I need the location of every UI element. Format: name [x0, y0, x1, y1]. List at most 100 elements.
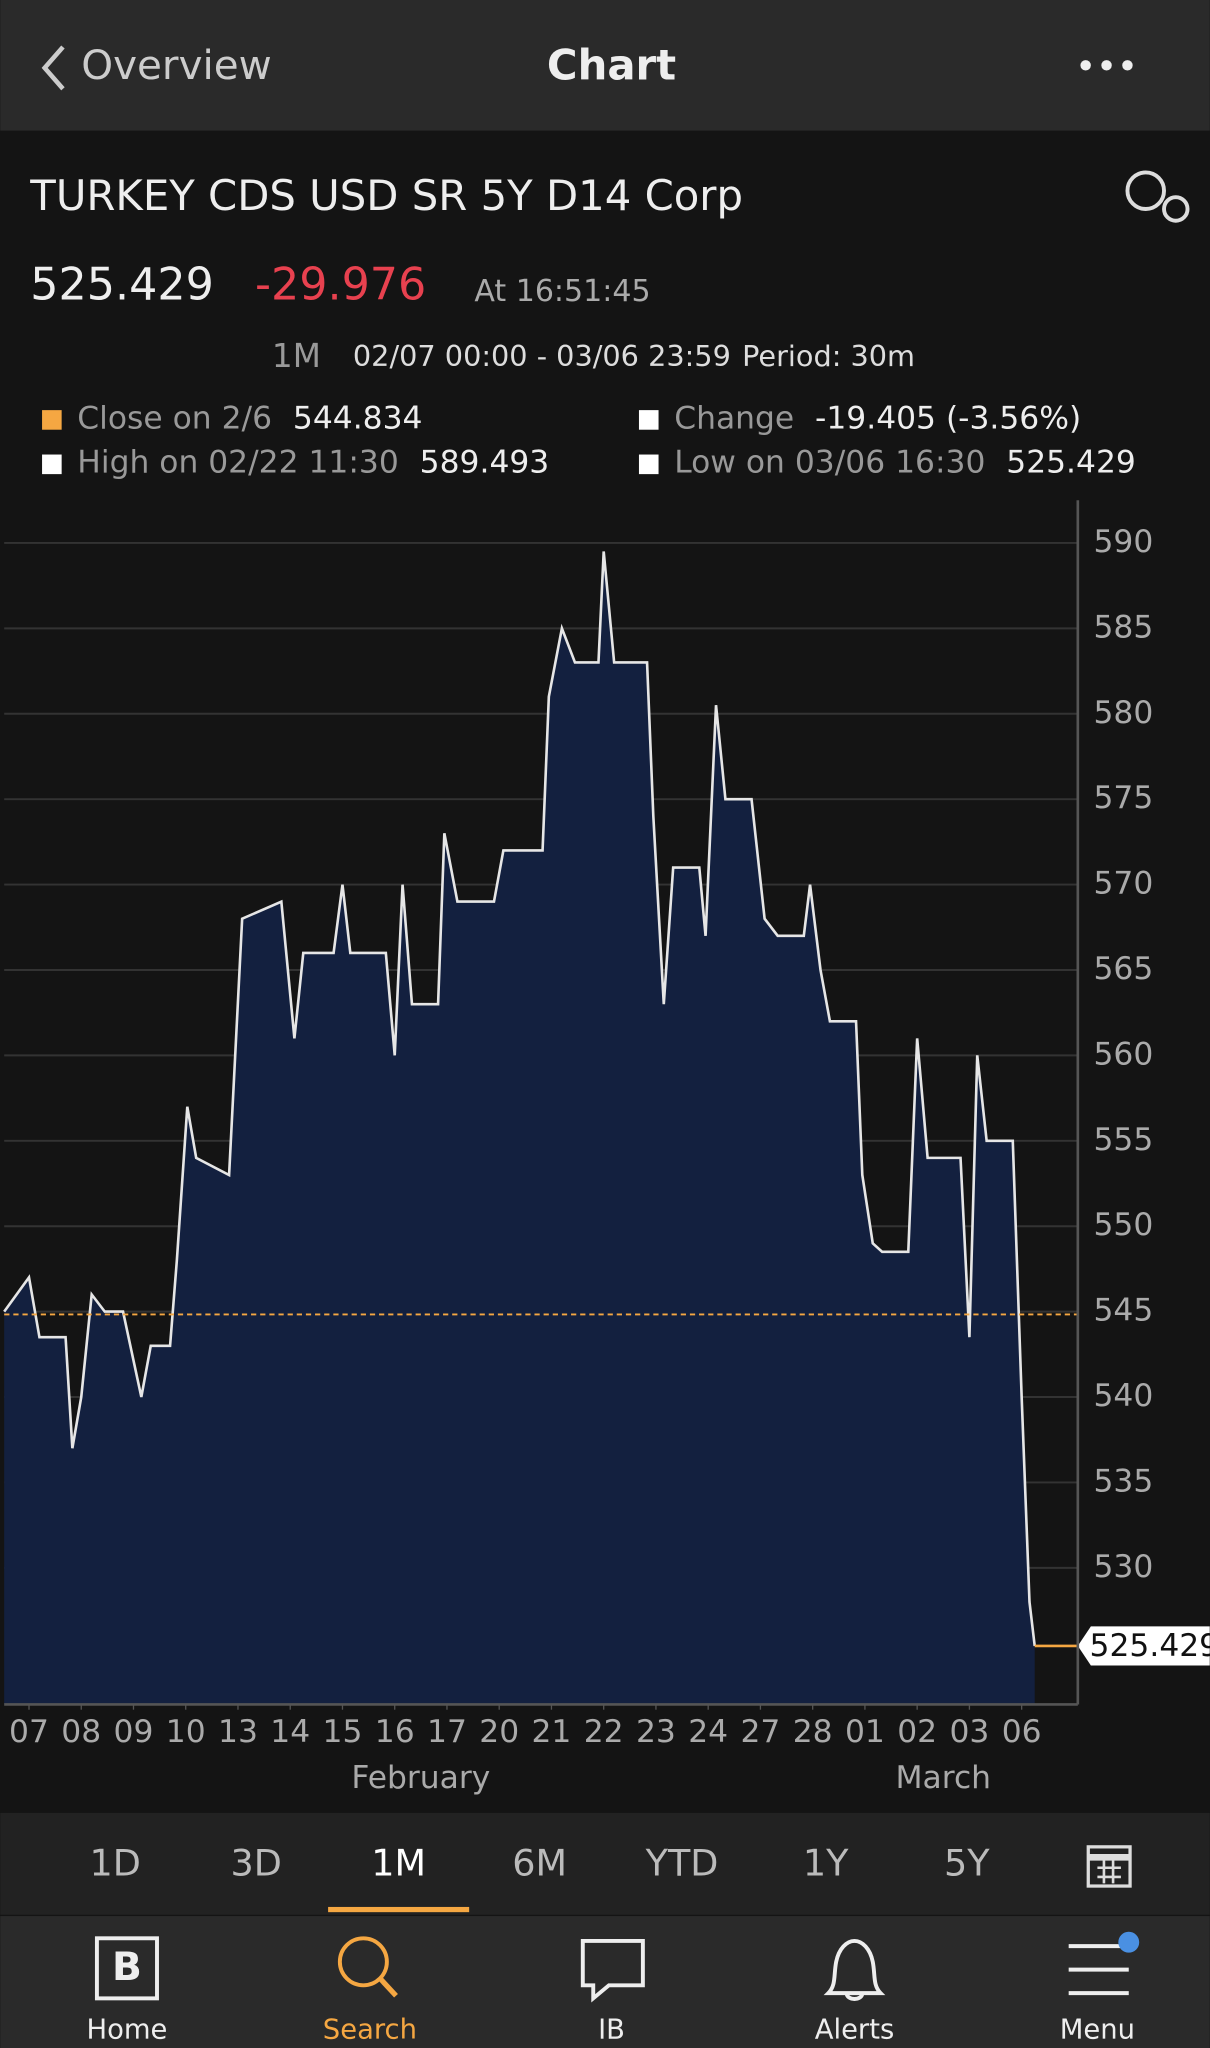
nav-label[interactable]: Alerts	[815, 2015, 895, 2046]
price-change: -29.976	[255, 259, 426, 310]
x-tick-label: 10	[166, 1714, 206, 1750]
x-tick-label: 22	[584, 1714, 624, 1750]
back-button[interactable]: Overview	[81, 41, 272, 89]
nav-icons: B	[94, 1931, 1140, 2003]
shape	[1125, 170, 1166, 211]
x-tick-label: 09	[114, 1714, 154, 1750]
active-tab-indicator	[328, 1906, 470, 1913]
shape	[1097, 1859, 1121, 1884]
y-tick-label: 570	[1093, 866, 1153, 902]
x-tick-label: 17	[427, 1714, 467, 1750]
y-tick-label: 575	[1093, 780, 1153, 816]
x-tick-label: 07	[9, 1714, 49, 1750]
y-tick-label: 560	[1093, 1036, 1153, 1072]
x-tick-label: 28	[793, 1714, 833, 1750]
range-tab[interactable]: 1M	[371, 1842, 426, 1885]
menu-icon[interactable]	[1068, 1944, 1129, 1996]
x-tick-label: 16	[375, 1714, 415, 1750]
period: Period: 30m	[742, 339, 915, 373]
shape	[1162, 195, 1190, 223]
x-tick-label: 06	[1002, 1714, 1042, 1750]
security-name: TURKEY CDS USD SR 5Y D14 Corp	[29, 171, 743, 220]
x-tick-label: 08	[61, 1714, 101, 1750]
settings-icon[interactable]	[1125, 170, 1190, 223]
x-tick-label: 03	[949, 1714, 989, 1750]
range-tab[interactable]: 6M	[512, 1842, 567, 1885]
range-tab[interactable]: 5Y	[944, 1842, 990, 1885]
chart: 525.429 530 535 540 545 550 555 560 565 570 575 580…	[3, 500, 1210, 1796]
ib-icon[interactable]	[580, 1938, 645, 2003]
more-menu[interactable]	[1080, 60, 1133, 71]
x-tick-label: 15	[323, 1714, 363, 1750]
search-icon[interactable]	[337, 1936, 389, 1988]
price-line	[3, 551, 1037, 1647]
y-tick-label: 580	[1093, 695, 1153, 731]
range-tab[interactable]: 1D	[89, 1842, 140, 1885]
x-tick-label: 24	[688, 1714, 728, 1750]
nav-label[interactable]: Menu	[1060, 2015, 1135, 2046]
price: 525.429	[30, 259, 214, 310]
last-price-tag	[1077, 1626, 1210, 1666]
alerts-icon[interactable]	[823, 1938, 886, 2001]
x-tick-label: 13	[218, 1714, 258, 1750]
search-handle	[378, 1977, 398, 1998]
shape	[1086, 1845, 1132, 1888]
legend-value: -19.405 (-3.56%)	[815, 400, 1081, 436]
y-tick-label: 545	[1093, 1293, 1153, 1329]
top-bar	[0, 0, 1210, 131]
nav-labels: Home Search IB Alerts Menu	[86, 2015, 1135, 2046]
legend-label: Low on 03/06 16:30	[674, 445, 985, 481]
shape	[1101, 60, 1112, 71]
area	[4, 551, 1035, 1705]
y-tick-label: 535	[1093, 1463, 1153, 1499]
x-tick-label: 21	[532, 1714, 572, 1750]
y-tick-label: 530	[1093, 1549, 1153, 1585]
x-tick-label: 01	[845, 1714, 885, 1750]
page-title: Chart	[547, 40, 676, 89]
legend-value: 589.493	[420, 445, 550, 481]
x-tick-label: 20	[479, 1714, 519, 1750]
x-tick-label: 02	[897, 1714, 937, 1750]
tab-bar	[0, 1812, 1210, 1915]
last-price-label: 525.429	[1090, 1628, 1210, 1664]
range-tabs: 1D 3D 1M 6M YTD 1Y 5Y	[89, 1842, 990, 1913]
legend-swatch	[42, 410, 62, 430]
calendar-icon[interactable]	[1086, 1845, 1132, 1888]
home-icon[interactable]	[94, 1936, 159, 2001]
legend-label: High on 02/22 11:30	[77, 445, 398, 481]
legend-label: Change	[674, 400, 794, 436]
date-range: 02/07 00:00 - 03/06 23:59	[353, 339, 731, 373]
nav-label[interactable]: IB	[598, 2015, 625, 2046]
legend-swatch	[638, 410, 659, 430]
y-tick-label: 585	[1093, 609, 1153, 645]
quote-time: At 16:51:45	[474, 274, 650, 309]
y-tick-label: 565	[1093, 951, 1153, 987]
nav-label[interactable]: Home	[86, 2015, 167, 2046]
x-tick-label: 23	[636, 1714, 676, 1750]
range-tab[interactable]: YTD	[645, 1842, 719, 1885]
legend-swatch	[638, 454, 659, 475]
range: 1M	[272, 337, 321, 375]
month-label: February	[351, 1760, 490, 1796]
shape	[1080, 60, 1091, 71]
range-tab[interactable]: 3D	[231, 1842, 282, 1885]
y-tick-label: 590	[1093, 524, 1153, 560]
legend-swatch	[42, 454, 62, 475]
y-tick-label: 555	[1093, 1122, 1153, 1158]
legend-label: Close on 2/6	[77, 400, 272, 436]
x-tick-label: 14	[270, 1714, 310, 1750]
y-tick-label: 550	[1093, 1207, 1153, 1243]
shape	[1122, 60, 1133, 71]
range-tab[interactable]: 1Y	[803, 1842, 849, 1885]
legend-value: 525.429	[1006, 445, 1136, 481]
legend-value: 544.834	[293, 400, 423, 436]
notification-dot	[1118, 1931, 1140, 1953]
legend: Close on 2/6 544.834 Change -19.405 (-3.56%…	[42, 400, 1136, 481]
home-logo: B	[112, 1945, 142, 1990]
month-label: March	[896, 1760, 992, 1796]
nav-label[interactable]: Search	[323, 2015, 417, 2046]
back-icon[interactable]	[41, 45, 65, 91]
x-tick-label: 27	[740, 1714, 780, 1750]
nav-bar	[0, 1916, 1210, 2048]
